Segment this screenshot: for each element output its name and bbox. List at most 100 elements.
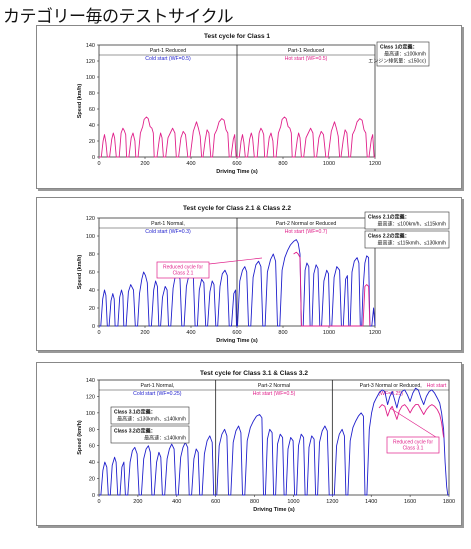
x-tick-label: 1600 bbox=[404, 499, 416, 505]
phase-condition-label: Cold start (WF=0.3) bbox=[145, 229, 191, 235]
callout-box bbox=[156, 261, 210, 279]
definition-line: Class 1の定義： bbox=[380, 44, 418, 51]
x-tick-label: 200 bbox=[133, 499, 142, 505]
chart-panel-class-3: Test cycle for Class 3.1 & Class 3.2 0 20 4… bbox=[36, 362, 462, 526]
x-tick-label: 1200 bbox=[369, 330, 381, 336]
x-tick-label: 1000 bbox=[323, 330, 335, 336]
phase-condition-label: Hot start (WF=0.5) bbox=[285, 56, 328, 62]
definition-line: 最高速：≤140km/h bbox=[144, 435, 186, 442]
x-tick-label: 1000 bbox=[323, 161, 335, 167]
y-tick-label: 0 bbox=[92, 324, 95, 330]
callout-pointer bbox=[208, 257, 263, 265]
definition-line: Class 2.2の定義： bbox=[368, 233, 410, 240]
definition-line: Class 3.1の定義： bbox=[114, 409, 156, 416]
phase-condition-label: Hot start (WF=0.5) bbox=[253, 391, 296, 397]
callout-pointer bbox=[389, 407, 440, 440]
y-tick-label: 120 bbox=[86, 216, 95, 222]
x-tick-label: 1200 bbox=[326, 499, 338, 505]
x-tick-label: 200 bbox=[140, 161, 149, 167]
definition-line: 最高速：≤130km/h、≤140km/h bbox=[117, 416, 186, 423]
phase-label: Part-3 Normal or Reduced, bbox=[360, 383, 422, 389]
y-tick-label: 20 bbox=[89, 477, 95, 483]
y-tick-label: 80 bbox=[89, 427, 95, 433]
definition-line: 最高速：≤100km/h bbox=[384, 51, 426, 58]
callout-text: Class 2.1 bbox=[173, 271, 194, 277]
x-tick-label: 0 bbox=[97, 330, 100, 336]
callout-text: Reduced cycle for bbox=[163, 265, 203, 271]
y-axis-label: Speed (km/h) bbox=[77, 420, 83, 455]
chart-panel-class-1: Test cycle for Class 1 0 20 40 60 80 100 120 140… bbox=[36, 25, 462, 189]
y-tick-label: 120 bbox=[86, 394, 95, 400]
x-tick-label: 800 bbox=[250, 499, 259, 505]
y-tick-label: 140 bbox=[86, 43, 95, 49]
chart-svg: Test cycle for Class 1 0 20 40 60 80 100 120 140… bbox=[77, 33, 430, 175]
y-tick-label: 0 bbox=[92, 155, 95, 161]
series-line-0 bbox=[99, 116, 375, 158]
x-tick-label: 600 bbox=[232, 330, 241, 336]
callout-text: Reduced cycle for bbox=[393, 440, 433, 446]
x-tick-label: 1000 bbox=[287, 499, 299, 505]
y-tick-label: 80 bbox=[89, 252, 95, 258]
y-tick-label: 60 bbox=[89, 444, 95, 450]
x-tick-label: 400 bbox=[186, 161, 195, 167]
x-axis-label: Driving Time (s) bbox=[216, 338, 258, 344]
definition-line: Class 2.1の定義： bbox=[368, 214, 410, 221]
x-tick-label: 1800 bbox=[443, 499, 455, 505]
x-tick-label: 200 bbox=[140, 330, 149, 336]
chart-title: Test cycle for Class 3.1 & Class 3.2 bbox=[200, 370, 308, 377]
series-line-0 bbox=[99, 387, 449, 496]
y-tick-label: 20 bbox=[89, 139, 95, 145]
y-tick-label: 100 bbox=[86, 411, 95, 417]
phase-hot-label: Hot start bbox=[427, 383, 447, 389]
y-tick-label: 40 bbox=[89, 460, 95, 466]
callout-text: Class 3.1 bbox=[403, 446, 424, 452]
y-tick-label: 60 bbox=[89, 107, 95, 113]
chart-svg: Test cycle for Class 2.1 & Class 2.2 0 20 4… bbox=[77, 205, 450, 344]
series-line-1 bbox=[293, 251, 371, 327]
chart-title: Test cycle for Class 1 bbox=[204, 33, 270, 40]
definition-line: エンジン排気量：≤150cc) bbox=[368, 58, 426, 65]
phase-label: Part-1 Reduced bbox=[150, 48, 186, 54]
phase-label: Part-1 Normal, bbox=[151, 221, 185, 227]
x-tick-label: 1400 bbox=[365, 499, 377, 505]
y-tick-label: 20 bbox=[89, 306, 95, 312]
phase-condition-label: Hot start (WF=0.7) bbox=[285, 229, 328, 235]
page-title: カテゴリー毎のテストサイクル bbox=[3, 7, 234, 27]
definition-box bbox=[364, 230, 450, 249]
y-tick-label: 60 bbox=[89, 270, 95, 276]
series-line-0 bbox=[99, 239, 376, 327]
y-tick-label: 40 bbox=[89, 123, 95, 129]
x-tick-label: 400 bbox=[186, 330, 195, 336]
chart-svg: Test cycle for Class 3.1 & Class 3.2 0 20 4… bbox=[77, 370, 455, 513]
y-tick-label: 100 bbox=[86, 234, 95, 240]
definition-box bbox=[376, 41, 430, 67]
series-line-1 bbox=[378, 404, 445, 438]
y-axis-label: Speed (km/h) bbox=[77, 84, 83, 119]
phase-label: Part-1 Normal, bbox=[140, 383, 174, 389]
callout-box bbox=[386, 436, 440, 454]
x-tick-label: 0 bbox=[97, 499, 100, 505]
y-tick-label: 80 bbox=[89, 91, 95, 97]
y-axis-label: Speed (km/h) bbox=[77, 255, 83, 290]
chart-panel-class-2: Test cycle for Class 2.1 & Class 2.2 0 20 4… bbox=[36, 197, 462, 351]
x-axis-label: Driving Time (s) bbox=[253, 507, 295, 513]
phase-label: Part-2 Normal bbox=[258, 383, 290, 389]
y-tick-label: 120 bbox=[86, 59, 95, 65]
definition-box bbox=[110, 406, 190, 425]
x-axis-label: Driving Time (s) bbox=[216, 169, 258, 175]
y-tick-label: 40 bbox=[89, 288, 95, 294]
x-tick-label: 400 bbox=[172, 499, 181, 505]
x-tick-label: 800 bbox=[278, 161, 287, 167]
definition-box bbox=[364, 211, 450, 230]
phase-condition-label: Cold start (WF=0.5) bbox=[145, 56, 191, 62]
definition-line: 最高速：≤115km/h、≤130km/h bbox=[378, 240, 447, 247]
y-tick-label: 140 bbox=[86, 378, 95, 384]
x-tick-label: 0 bbox=[97, 161, 100, 167]
chart-title: Test cycle for Class 2.1 & Class 2.2 bbox=[183, 205, 291, 212]
definition-box bbox=[110, 425, 190, 444]
x-tick-label: 1200 bbox=[369, 161, 381, 167]
y-tick-label: 0 bbox=[92, 493, 95, 499]
x-tick-label: 800 bbox=[278, 330, 287, 336]
phase-label: Part-2 Normal or Reduced bbox=[276, 221, 337, 227]
definition-line: Class 3.2の定義： bbox=[114, 428, 156, 435]
